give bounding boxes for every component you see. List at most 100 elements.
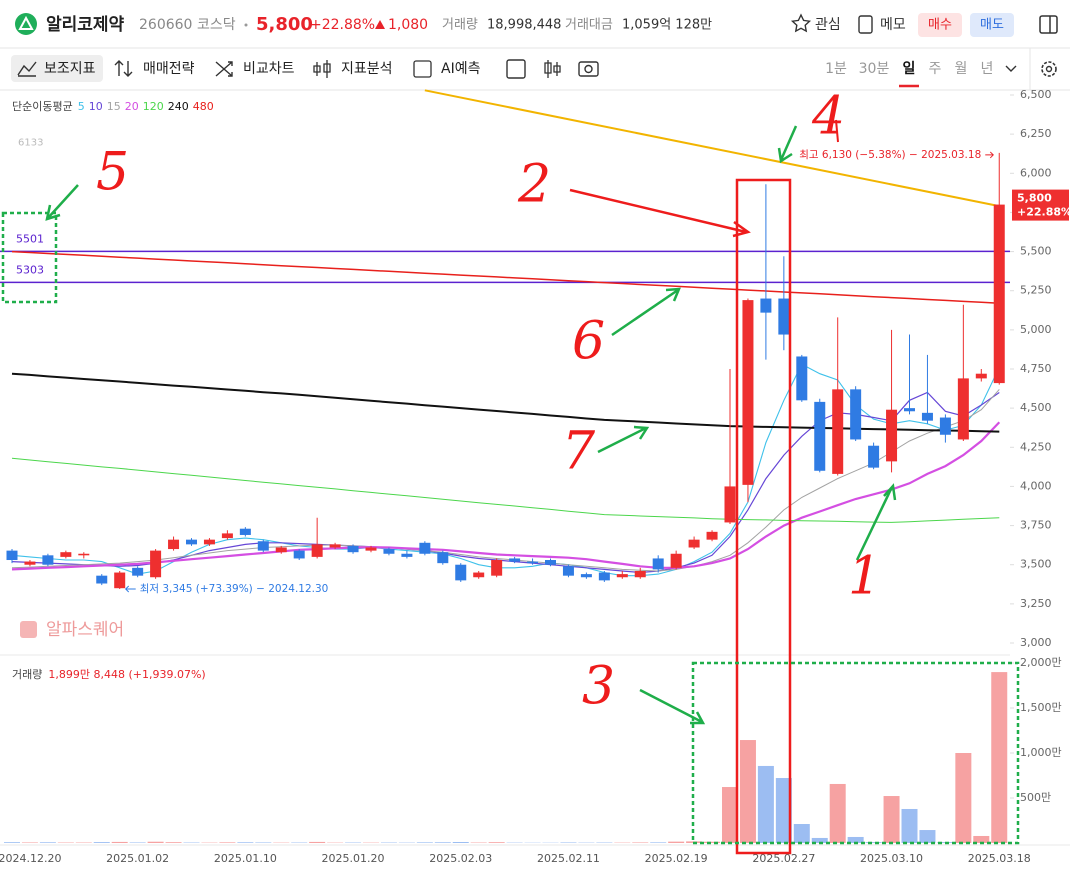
watermark: 알파스퀘어 bbox=[46, 620, 124, 640]
volume-bar bbox=[829, 783, 846, 843]
buy-button-bg[interactable] bbox=[918, 13, 962, 37]
watch-button[interactable]: 관심 bbox=[815, 17, 841, 33]
volume-tick-label: 1,500만 bbox=[1020, 701, 1062, 714]
ma-legend: 480 bbox=[193, 100, 214, 113]
tool-button[interactable]: 지표분석 bbox=[341, 61, 393, 77]
camera-icon[interactable] bbox=[578, 61, 599, 77]
annotation-number: 1 bbox=[848, 547, 881, 607]
volume-bar bbox=[147, 841, 164, 843]
x-tick-label: 2025.02.11 bbox=[537, 852, 600, 865]
candle-body bbox=[347, 545, 359, 553]
volume-bar bbox=[560, 842, 577, 843]
settings-icon[interactable] bbox=[1041, 61, 1057, 77]
candle-body bbox=[311, 544, 323, 557]
candle-body bbox=[850, 389, 862, 440]
chart-type-icon[interactable] bbox=[544, 60, 561, 78]
candle-body bbox=[60, 552, 72, 557]
y-tick-label: 4,500 bbox=[1020, 401, 1052, 414]
x-tick-label: 2025.01.20 bbox=[322, 852, 385, 865]
stock-code: 260660 bbox=[139, 17, 192, 33]
indicator-icon[interactable] bbox=[17, 61, 37, 77]
buy-button[interactable]: 매수 bbox=[928, 18, 952, 33]
candle-body bbox=[670, 553, 682, 568]
volume-bar bbox=[111, 841, 128, 843]
candle-body bbox=[832, 389, 844, 474]
candle-body bbox=[652, 558, 664, 570]
volume-bar bbox=[793, 824, 810, 843]
stock-name: 알리코제약 bbox=[46, 14, 125, 35]
tool-button[interactable]: 매매전략 bbox=[143, 61, 195, 77]
moving-average bbox=[11, 457, 1000, 523]
panel-icon[interactable] bbox=[1039, 15, 1058, 34]
ai-icon[interactable] bbox=[413, 60, 432, 78]
volume-tick-label: 1,000만 bbox=[1020, 746, 1062, 759]
candle-body bbox=[221, 533, 233, 539]
volume-bar bbox=[757, 765, 774, 843]
red-stroke bbox=[835, 119, 839, 143]
candle-body bbox=[168, 539, 180, 550]
period-button[interactable]: 주 bbox=[929, 61, 942, 77]
volume-bar bbox=[309, 841, 326, 843]
candle-body bbox=[939, 417, 951, 435]
volume-bar bbox=[847, 836, 864, 843]
candle-body bbox=[275, 547, 287, 553]
volume-bar bbox=[632, 842, 649, 843]
green-arrow bbox=[639, 688, 706, 725]
up-triangle bbox=[375, 20, 385, 29]
sell-button-bg[interactable] bbox=[970, 13, 1014, 37]
volume-bar bbox=[865, 842, 882, 843]
volume-summary: 1,899만 8,448 (+1,939.07%) bbox=[48, 668, 205, 681]
x-tick-label: 2024.12.20 bbox=[0, 852, 61, 865]
low-label: 최저 3,345 (+73.39%) − 2024.12.30 bbox=[140, 583, 329, 595]
volume-bar bbox=[722, 787, 738, 843]
volume-bar bbox=[973, 835, 990, 843]
candle-body bbox=[634, 570, 646, 578]
draw-tool[interactable] bbox=[506, 59, 526, 79]
y-tick-label: 3,000 bbox=[1020, 636, 1052, 649]
volume-bar bbox=[4, 842, 20, 843]
y-tick-label: 3,250 bbox=[1020, 597, 1052, 610]
candle-body bbox=[293, 550, 305, 559]
green-arrow bbox=[611, 287, 681, 337]
tool-button[interactable]: 비교차트 bbox=[243, 61, 295, 77]
candle-body bbox=[96, 575, 108, 584]
green-arrow bbox=[45, 184, 79, 221]
candle-body bbox=[688, 539, 700, 548]
volume-bar bbox=[488, 842, 505, 843]
period-button[interactable]: 일 bbox=[903, 61, 916, 77]
memo-button[interactable]: 메모 bbox=[880, 17, 906, 33]
period-button[interactable]: 30분 bbox=[859, 61, 890, 77]
moving-average bbox=[11, 389, 1000, 572]
amount-label: 거래대금 bbox=[565, 18, 613, 33]
tool-button[interactable]: AI예측 bbox=[441, 61, 481, 77]
memo-icon[interactable] bbox=[858, 15, 873, 34]
sell-button[interactable]: 매도 bbox=[980, 18, 1004, 33]
high-label: 최고 6,130 (−5.38%) − 2025.03.18 bbox=[799, 149, 981, 161]
candle-body bbox=[760, 298, 772, 313]
market: 코스닥 bbox=[197, 17, 236, 33]
green-arrow bbox=[777, 125, 798, 164]
period-button[interactable]: 년 bbox=[981, 61, 994, 77]
star-icon[interactable] bbox=[790, 13, 812, 33]
red-box bbox=[735, 178, 792, 855]
price-tag bbox=[1012, 189, 1069, 221]
candle-body bbox=[814, 401, 826, 471]
strategy-icon[interactable] bbox=[114, 60, 133, 77]
candle-body bbox=[921, 412, 933, 421]
candle-body bbox=[186, 539, 197, 545]
candle-body bbox=[580, 574, 592, 578]
volume-bar bbox=[704, 841, 721, 843]
volume-bar bbox=[255, 842, 272, 843]
period-button[interactable]: 월 bbox=[955, 61, 968, 77]
compare-icon[interactable] bbox=[215, 61, 233, 77]
candle-body bbox=[203, 539, 215, 545]
period-more[interactable] bbox=[1005, 65, 1017, 72]
tool-button[interactable]: 보조지표 bbox=[44, 61, 96, 77]
low-arrow bbox=[124, 585, 136, 593]
price-tag-value: 5,800 bbox=[1017, 192, 1052, 205]
period-button[interactable]: 1분 bbox=[825, 61, 847, 77]
candle-body bbox=[437, 552, 449, 564]
analysis-icon[interactable] bbox=[313, 60, 331, 78]
candle-body bbox=[993, 204, 1005, 384]
y-tick-label: 3,750 bbox=[1020, 519, 1052, 532]
